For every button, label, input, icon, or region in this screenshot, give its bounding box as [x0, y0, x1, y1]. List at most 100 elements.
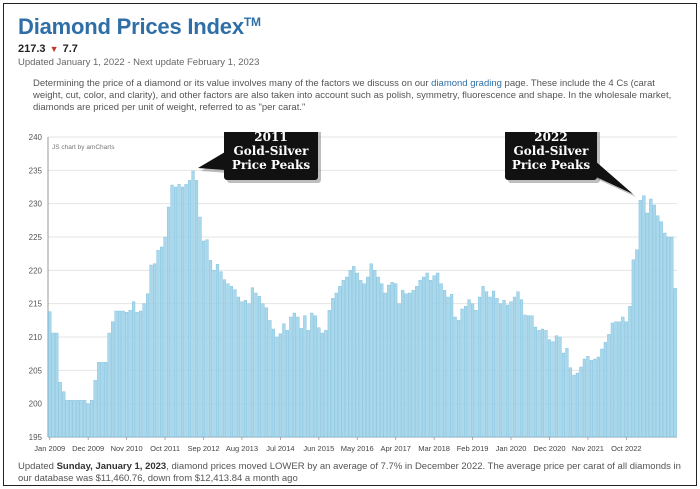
chart-bar	[642, 195, 646, 438]
callout-pointer	[594, 160, 633, 194]
chart-bar	[380, 283, 384, 438]
diamond-price-chart: 195 200 205 210 215 220 225 230 235 240 Jan 2009 De…	[29, 132, 677, 453]
chart-bar	[586, 356, 590, 438]
chart-bar	[418, 280, 422, 438]
chart-bar	[229, 286, 234, 438]
chart-bar	[345, 276, 349, 438]
chart-bar	[139, 310, 143, 438]
callout-box	[505, 132, 597, 180]
chart-bar	[495, 298, 499, 438]
chart-bar	[575, 372, 579, 438]
chart-bar	[114, 310, 118, 438]
chart-bar	[261, 303, 265, 438]
chart-bar	[264, 307, 268, 438]
chart-bar	[387, 284, 391, 438]
chart-bar	[617, 321, 621, 438]
page-frame: Diamond Prices IndexTM 217.3 ▼ 7.7 Updat…	[3, 3, 697, 486]
index-value: 217.3	[18, 43, 46, 55]
x-tick-label: Aug 2013	[226, 444, 258, 453]
callout-box	[224, 132, 318, 180]
chart-bar	[436, 272, 440, 438]
chart-bar	[464, 306, 468, 438]
chart-bar	[83, 400, 87, 438]
chart-bar	[624, 321, 628, 438]
chart-bar	[313, 315, 317, 438]
chart-bar	[471, 303, 475, 438]
chart-bar	[635, 249, 639, 438]
chart-bar	[191, 170, 195, 438]
chart-bar	[359, 280, 363, 438]
chart-bar	[341, 280, 345, 438]
amcharts-credit: JS chart by amCharts	[52, 144, 115, 151]
chart-bar	[118, 310, 122, 438]
chart-bar	[383, 292, 387, 438]
chart-bar	[142, 303, 146, 438]
chart-bar	[415, 286, 419, 438]
chart-bar	[324, 330, 328, 438]
chart-bar	[589, 360, 593, 438]
chart-bar	[299, 328, 303, 438]
chart-bar	[561, 352, 566, 438]
x-tick-label: Mar 2018	[418, 444, 450, 453]
chart-bar	[278, 333, 282, 438]
y-tick-label: 230	[29, 200, 43, 209]
chart-bar	[156, 250, 160, 438]
callout-label: 2011	[254, 132, 287, 144]
chart-bar	[509, 301, 513, 438]
chart-bar	[132, 301, 136, 438]
chart-bar	[484, 291, 489, 438]
y-tick-label: 210	[29, 333, 43, 342]
chart-bar	[170, 184, 174, 438]
chart-bar	[107, 332, 111, 438]
chart-bar	[62, 391, 66, 438]
chart-bar	[111, 321, 115, 438]
chart-bar	[432, 275, 436, 438]
chart-bar	[593, 358, 597, 438]
chart-bar	[212, 270, 216, 438]
description-paragraph: Determining the price of a diamond or it…	[33, 78, 672, 113]
x-tick-label: Feb 2019	[457, 444, 489, 453]
chart-bar	[58, 382, 62, 438]
chart-bar	[149, 264, 153, 438]
trademark-symbol: TM	[243, 15, 261, 29]
chart-bar	[236, 296, 241, 438]
chart-bar	[208, 260, 213, 438]
chart-bar	[523, 314, 527, 438]
chart-bar	[121, 310, 125, 438]
chart-bar	[530, 315, 534, 438]
chart-bar	[547, 339, 552, 438]
update-summary: Updated Sunday, January 1, 2023, diamond…	[18, 461, 681, 484]
chart-bar	[474, 310, 478, 438]
chart-bar	[146, 293, 150, 438]
chart-bar	[551, 341, 555, 438]
y-tick-label: 195	[29, 433, 43, 442]
chart-bar	[422, 276, 426, 438]
chart-bar	[355, 272, 359, 438]
diamond-grading-link[interactable]: diamond grading	[431, 78, 502, 89]
chart-bar	[275, 336, 279, 438]
chart-bar	[166, 206, 171, 438]
index-change: 7.7	[62, 43, 78, 55]
chart-bar	[177, 184, 181, 438]
chart-bar	[376, 276, 380, 438]
chart-bar	[446, 296, 450, 438]
x-tick-label: Jan 2020	[496, 444, 527, 453]
chart-bar	[296, 316, 300, 438]
chart-bar	[649, 198, 653, 438]
chart-bar	[411, 290, 415, 438]
chart-bar	[666, 236, 670, 438]
y-tick-label: 240	[29, 133, 43, 142]
x-tick-label: Jun 2015	[303, 444, 334, 453]
y-tick-label: 200	[29, 400, 43, 409]
chart-bar	[401, 290, 405, 438]
chart-bar	[250, 287, 254, 438]
chart-bar	[558, 336, 562, 438]
chart-bar	[233, 289, 237, 438]
chart-bar	[100, 362, 104, 438]
chart-bar	[310, 312, 314, 438]
chart-bar	[184, 184, 188, 438]
chart-bar	[69, 400, 73, 438]
chart-bar	[338, 286, 342, 438]
chart-bar	[352, 266, 356, 438]
chart-bar	[243, 300, 248, 438]
